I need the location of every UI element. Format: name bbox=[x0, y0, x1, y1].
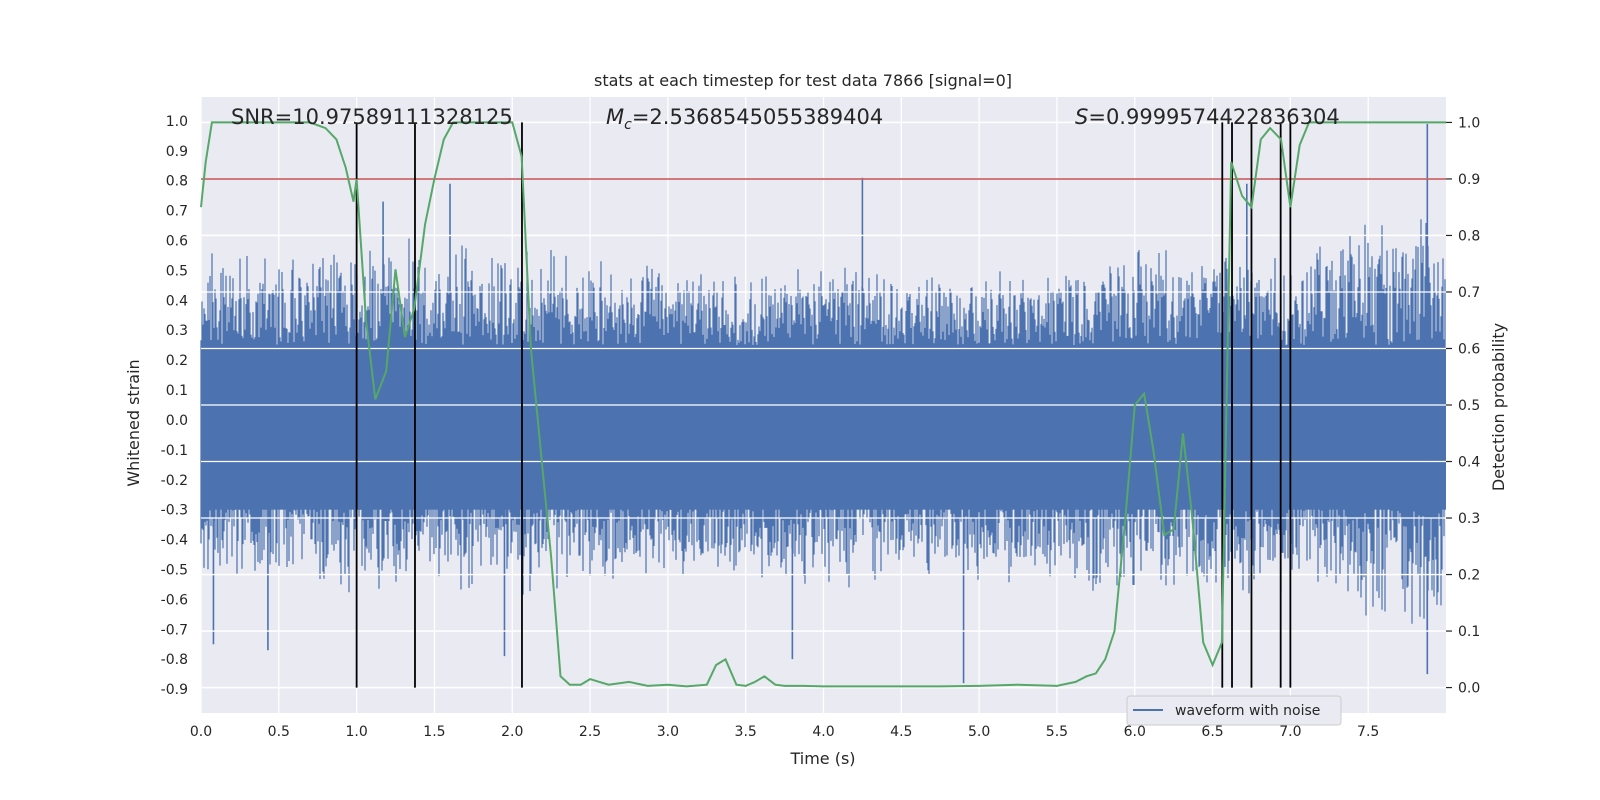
y2-tick-label: 0.2 bbox=[1458, 568, 1480, 584]
y-tick-label: 0.1 bbox=[166, 383, 188, 399]
x-tick-label: 4.5 bbox=[890, 724, 912, 740]
y-tick-label: 0.0 bbox=[166, 413, 188, 429]
tick-layer: 0.0 0.5 1.0 1.5 2.0 2.5 3.0 3.5 4.0 4.5 5.0 5.5 6.0 6… bbox=[161, 114, 1481, 740]
x-tick-label: 2.5 bbox=[579, 724, 601, 740]
y-tick-label: 0.4 bbox=[166, 293, 188, 309]
x-tick-label: 3.5 bbox=[735, 724, 757, 740]
y-tick-label: -0.3 bbox=[161, 503, 188, 519]
y2-tick-label: 0.1 bbox=[1458, 624, 1480, 640]
s-symbol: S bbox=[1075, 105, 1088, 129]
y-tick-label: -0.6 bbox=[161, 592, 188, 608]
x-tick-label: 3.0 bbox=[657, 724, 679, 740]
mc-value: =2.5368545055389404 bbox=[632, 105, 883, 129]
y2-tick-label: 0.4 bbox=[1458, 455, 1480, 471]
x-tick-label: 6.5 bbox=[1201, 724, 1223, 740]
y-tick-label: 0.8 bbox=[166, 174, 188, 190]
y-tick-label: -0.7 bbox=[161, 622, 188, 638]
x-tick-label: 2.0 bbox=[501, 724, 523, 740]
detection-probability-line bbox=[200, 121, 1446, 688]
x-tick-label: 1.5 bbox=[423, 724, 445, 740]
y2-tick-label: 0.7 bbox=[1458, 285, 1480, 301]
score-annotation: S=0.9999574422836304 bbox=[1075, 105, 1340, 129]
y-tick-label: -0.4 bbox=[161, 533, 188, 549]
y2-tick-label: 0.5 bbox=[1458, 398, 1480, 414]
x-tick-label: 1.0 bbox=[345, 724, 367, 740]
x-tick-label: 5.0 bbox=[968, 724, 990, 740]
y-tick-label: 0.3 bbox=[166, 323, 188, 339]
y-tick-label: 0.7 bbox=[166, 204, 188, 220]
y-tick-label: 1.0 bbox=[166, 114, 188, 130]
y-tick-label: -0.9 bbox=[161, 682, 188, 698]
y-tick-label: -0.8 bbox=[161, 652, 188, 668]
chart-title: stats at each timestep for test data 786… bbox=[594, 71, 1012, 90]
y2-tick-label: 1.0 bbox=[1458, 115, 1480, 131]
x-tick-label: 0.5 bbox=[268, 724, 290, 740]
y-tick-label: 0.6 bbox=[166, 234, 188, 250]
x-tick-label: 4.0 bbox=[812, 724, 834, 740]
s-value: =0.9999574422836304 bbox=[1088, 105, 1339, 129]
legend-label: waveform with noise bbox=[1175, 703, 1320, 719]
waveform-series bbox=[200, 121, 1446, 689]
y-tick-label: 0.9 bbox=[166, 144, 188, 160]
y2-tick-label: 0.0 bbox=[1458, 681, 1480, 697]
x-axis-label: Time (s) bbox=[789, 749, 855, 768]
y2-tick-label: 0.3 bbox=[1458, 511, 1480, 527]
mc-symbol: M bbox=[606, 105, 624, 129]
chirp-mass-annotation: Mc=2.5368545055389404 bbox=[606, 105, 883, 133]
y2-tick-label: 0.9 bbox=[1458, 172, 1480, 188]
y-tick-label: 0.5 bbox=[166, 263, 188, 279]
y2-tick-label: 0.6 bbox=[1458, 341, 1480, 357]
x-tick-label: 7.0 bbox=[1279, 724, 1301, 740]
x-tick-label: 5.5 bbox=[1046, 724, 1068, 740]
y2-axis-label: Detection probability bbox=[1489, 323, 1508, 491]
x-tick-label: 0.0 bbox=[190, 724, 212, 740]
y-tick-label: -0.5 bbox=[161, 562, 188, 578]
y2-tick-label: 0.8 bbox=[1458, 228, 1480, 244]
y-tick-label: 0.2 bbox=[166, 353, 188, 369]
x-tick-label: 7.5 bbox=[1357, 724, 1379, 740]
y-tick-label: -0.2 bbox=[161, 473, 188, 489]
waveform-core bbox=[201, 348, 1446, 510]
vertical-lines bbox=[355, 122, 1292, 688]
legend-box bbox=[1126, 695, 1342, 726]
y-axis-label: Whitened strain bbox=[124, 359, 143, 486]
snr-annotation: SNR=10.97589111328125 bbox=[231, 105, 513, 129]
y-tick-label: -0.1 bbox=[161, 443, 188, 459]
legend: waveform with noise bbox=[1126, 695, 1342, 726]
mc-subscript: c bbox=[624, 117, 632, 133]
x-tick-label: 6.0 bbox=[1124, 724, 1146, 740]
